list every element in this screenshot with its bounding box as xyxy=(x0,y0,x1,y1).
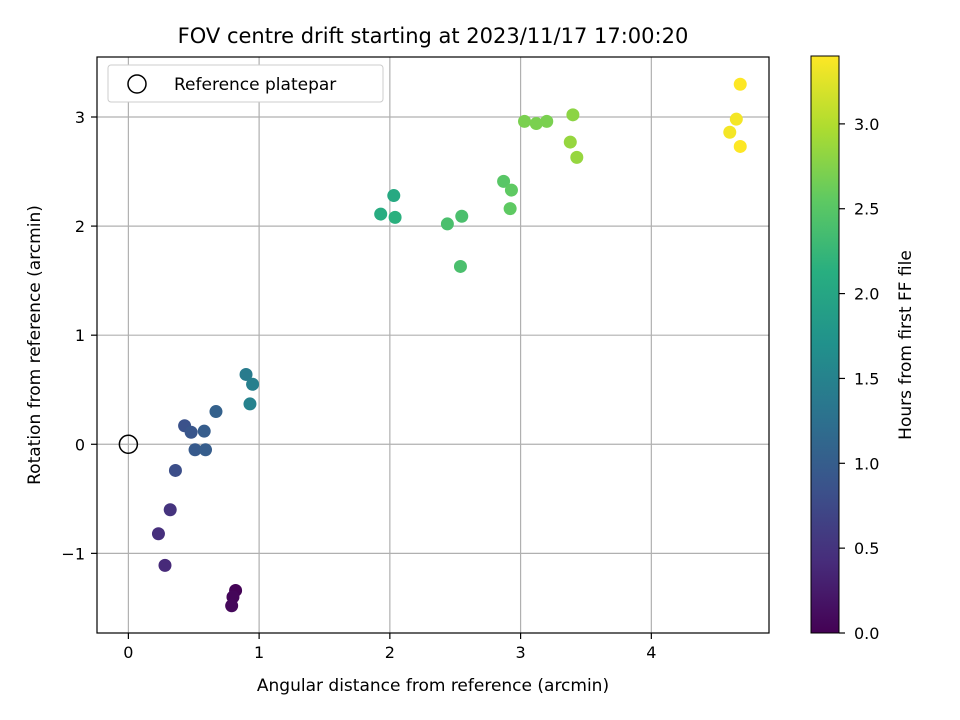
y-tick-label: 0 xyxy=(75,435,85,454)
legend-open-circle-marker xyxy=(127,74,147,94)
data-point xyxy=(239,367,253,381)
colorbar-label: Hours from first FF file xyxy=(896,250,916,440)
data-point xyxy=(184,425,198,439)
data-point xyxy=(188,443,202,457)
data-point xyxy=(199,443,213,457)
data-point xyxy=(209,405,223,419)
colorbar-tick-label: 1.5 xyxy=(854,369,879,388)
x-axis-ticks: 0 1 2 3 4 xyxy=(123,633,656,662)
y-axis-ticks: −1 0 1 2 3 xyxy=(61,108,97,563)
x-axis-label: Angular distance from reference (arcmin) xyxy=(257,676,609,696)
data-point xyxy=(374,207,388,221)
data-point xyxy=(570,150,584,164)
data-points xyxy=(151,77,747,613)
x-tick-label: 0 xyxy=(123,643,133,662)
data-point xyxy=(566,108,580,122)
plot-frame xyxy=(96,56,770,634)
x-tick-label: 2 xyxy=(385,643,395,662)
data-point xyxy=(168,463,182,477)
y-tick-label: 1 xyxy=(75,326,85,345)
y-tick-label: 2 xyxy=(75,217,85,236)
chart-title: FOV centre drift starting at 2023/11/17 … xyxy=(178,24,689,48)
reference-platepar-marker xyxy=(118,434,139,455)
data-point xyxy=(158,558,172,572)
data-point xyxy=(453,259,467,273)
colorbar-tick-label: 2.5 xyxy=(854,200,879,219)
grid xyxy=(97,57,769,633)
data-point xyxy=(440,217,454,231)
data-point xyxy=(518,114,532,128)
data-point xyxy=(733,77,747,91)
colorbar-tick-label: 0.5 xyxy=(854,539,879,558)
x-tick-label: 1 xyxy=(254,643,264,662)
data-point xyxy=(540,114,554,128)
colorbar-tick-label: 0.0 xyxy=(854,624,879,643)
data-point xyxy=(733,139,747,153)
x-tick-label: 3 xyxy=(516,643,526,662)
data-point xyxy=(151,527,165,541)
data-point xyxy=(455,209,469,223)
colorbar-gradient xyxy=(810,55,840,634)
data-point xyxy=(246,377,260,391)
colorbar-tick-label: 2.0 xyxy=(854,285,879,304)
colorbar-tick-label: 1.0 xyxy=(854,454,879,473)
data-point xyxy=(723,125,737,139)
data-point xyxy=(729,112,743,126)
data-point xyxy=(387,189,401,203)
y-axis-label: Rotation from reference (arcmin) xyxy=(25,205,45,485)
data-point xyxy=(225,599,239,613)
data-point xyxy=(529,117,543,131)
y-tick-label: −1 xyxy=(61,544,85,563)
data-point xyxy=(563,135,577,149)
colorbar-ticks: 0.0 0.5 1.0 1.5 2.0 2.5 3.0 xyxy=(839,115,879,643)
legend-label: Reference platepar xyxy=(174,75,336,95)
y-tick-label: 3 xyxy=(75,108,85,127)
legend-box xyxy=(107,64,384,103)
data-point xyxy=(497,174,511,188)
data-point xyxy=(503,202,517,216)
x-tick-label: 4 xyxy=(646,643,656,662)
data-point xyxy=(504,183,518,197)
data-point xyxy=(163,503,177,517)
colorbar: 0.0 0.5 1.0 1.5 2.0 2.5 3.0 Hours from first F… xyxy=(810,55,916,643)
data-point xyxy=(243,397,257,411)
colorbar-tick-label: 3.0 xyxy=(854,115,879,134)
data-point xyxy=(197,424,211,438)
legend: Reference platepar xyxy=(107,64,384,103)
data-point xyxy=(388,210,402,224)
